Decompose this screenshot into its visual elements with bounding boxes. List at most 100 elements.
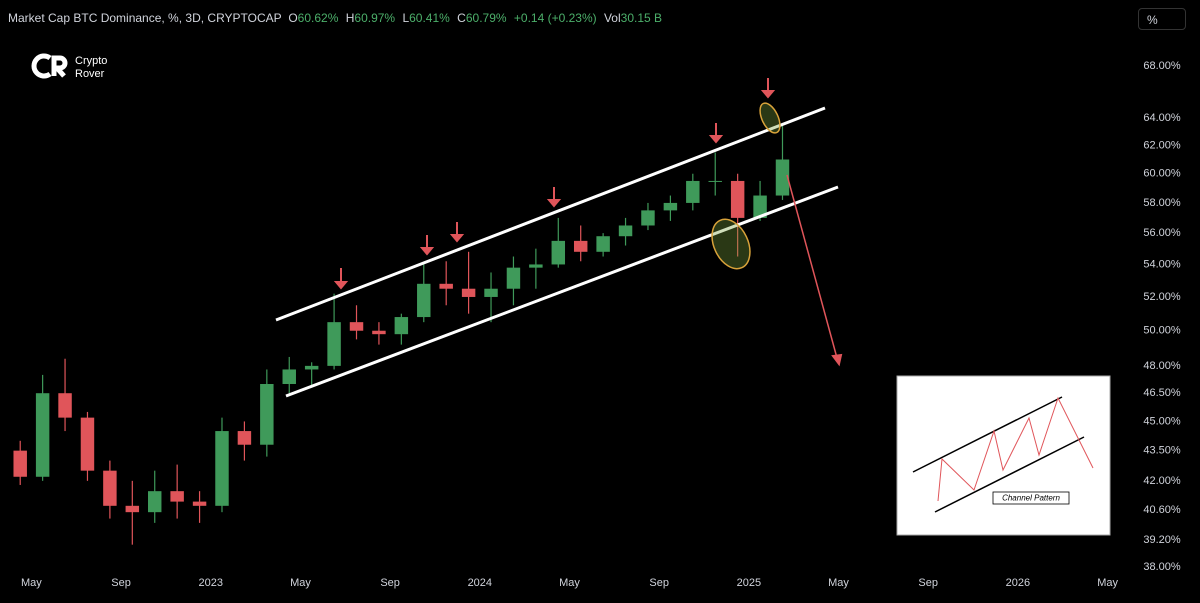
value: 30.15 B xyxy=(620,11,663,25)
arrow-head xyxy=(831,353,843,367)
label: Vol xyxy=(603,11,621,25)
candle-body xyxy=(708,180,722,182)
y-tick-label: 43.50% xyxy=(1143,445,1181,457)
y-tick-label: 68.00% xyxy=(1143,60,1181,72)
candle-body xyxy=(349,322,364,331)
candle-body xyxy=(573,240,588,252)
y-tick-label: 46.50% xyxy=(1143,387,1181,399)
label: O xyxy=(288,11,298,25)
candles xyxy=(13,124,790,545)
candle-body xyxy=(730,180,745,218)
y-tick-label: 56.00% xyxy=(1143,227,1181,239)
candle-body xyxy=(775,159,790,196)
candle-body xyxy=(417,283,431,318)
brand: Rover xyxy=(75,68,105,80)
candle-body xyxy=(327,322,341,366)
label: C xyxy=(457,11,466,25)
channel-line xyxy=(275,106,826,322)
annotations xyxy=(275,78,843,398)
y-tick-label: 60.00% xyxy=(1143,168,1181,180)
candle-body xyxy=(260,384,274,445)
candle-body xyxy=(35,393,50,477)
candle-body xyxy=(618,225,633,237)
projection xyxy=(786,174,838,359)
y-tick-label: 42.00% xyxy=(1143,475,1181,487)
candle-body xyxy=(80,417,95,471)
candle-body xyxy=(663,202,678,211)
candle-body xyxy=(753,195,767,218)
y-tick-label: 54.00% xyxy=(1143,258,1181,270)
candle-body xyxy=(103,470,117,506)
x-tick-label: Sep xyxy=(111,577,131,589)
label: H xyxy=(345,11,355,25)
y-tick-label: 45.00% xyxy=(1143,415,1181,427)
x-tick-label: Sep xyxy=(918,577,938,589)
inset-label: Channel Pattern xyxy=(1002,494,1060,503)
candle-body xyxy=(439,283,453,289)
x-tick-label: May xyxy=(1097,577,1118,589)
x-tick-label: 2025 xyxy=(737,577,761,589)
candle-body xyxy=(484,288,498,297)
value: 60.79% xyxy=(465,11,507,25)
value: 60.41% xyxy=(409,11,450,25)
inset-zigzag xyxy=(937,396,1094,502)
logo-mark xyxy=(31,53,52,79)
brand: Crypto xyxy=(75,55,107,67)
inset-box xyxy=(896,375,1111,536)
value: 60.97% xyxy=(354,11,396,25)
arrow xyxy=(419,235,435,256)
candle-body xyxy=(282,369,296,385)
candle-body xyxy=(192,501,207,506)
y-tick-label: 62.00% xyxy=(1143,139,1181,151)
candle-body xyxy=(461,288,476,297)
label: L xyxy=(402,11,410,25)
y-tick-label: 38.00% xyxy=(1143,561,1181,573)
candle-body xyxy=(506,267,521,289)
candle-body xyxy=(551,240,566,265)
x-tick-label: May xyxy=(828,577,849,589)
x-tick-label: May xyxy=(290,577,311,589)
candle-body xyxy=(170,491,184,502)
arrow xyxy=(760,78,776,99)
x-tick-label: Sep xyxy=(649,577,669,589)
y-tick-label: 58.00% xyxy=(1143,197,1181,209)
candle-body xyxy=(215,431,229,506)
value: 60.62% xyxy=(297,11,339,25)
y-tick-label: 50.00% xyxy=(1143,325,1181,337)
candle-body xyxy=(58,393,72,418)
scale-button[interactable]: % xyxy=(1138,8,1186,30)
inset: Channel Pattern xyxy=(896,375,1111,536)
y-tick-label: 39.20% xyxy=(1143,534,1181,546)
x-tick-label: 2023 xyxy=(199,577,223,589)
highlight xyxy=(759,102,781,134)
x-tick-label: 2026 xyxy=(1006,577,1030,589)
candle-body xyxy=(148,491,162,513)
candle-body xyxy=(13,450,27,477)
y-tick-label: 48.00% xyxy=(1143,360,1181,372)
candle-body xyxy=(529,264,543,268)
arrow xyxy=(449,222,465,243)
change: +0.14 (+0.23%) xyxy=(513,11,597,25)
candle-body xyxy=(596,236,610,252)
arrow xyxy=(333,268,349,290)
logo: Crypto Rover xyxy=(31,53,107,80)
x-tick-label: May xyxy=(21,577,42,589)
candle-body xyxy=(394,317,409,335)
legend-header: Market Cap BTC Dominance, %, 3D, CRYPTOC… xyxy=(8,11,666,25)
y-tick-label: 64.00% xyxy=(1143,112,1181,124)
inset-line xyxy=(912,396,1063,473)
highlight xyxy=(711,218,751,270)
candle-body xyxy=(641,210,655,226)
candle-body xyxy=(372,330,386,335)
candle-body xyxy=(686,180,700,203)
logo-mark xyxy=(51,55,68,78)
arrows xyxy=(333,78,843,367)
x-tick-label: 2024 xyxy=(468,577,492,589)
y-tick-label: 52.00% xyxy=(1143,291,1181,303)
x-tick-label: Sep xyxy=(380,577,400,589)
candle-body xyxy=(304,365,319,370)
arrow xyxy=(546,187,562,208)
x-tick-label: May xyxy=(559,577,580,589)
